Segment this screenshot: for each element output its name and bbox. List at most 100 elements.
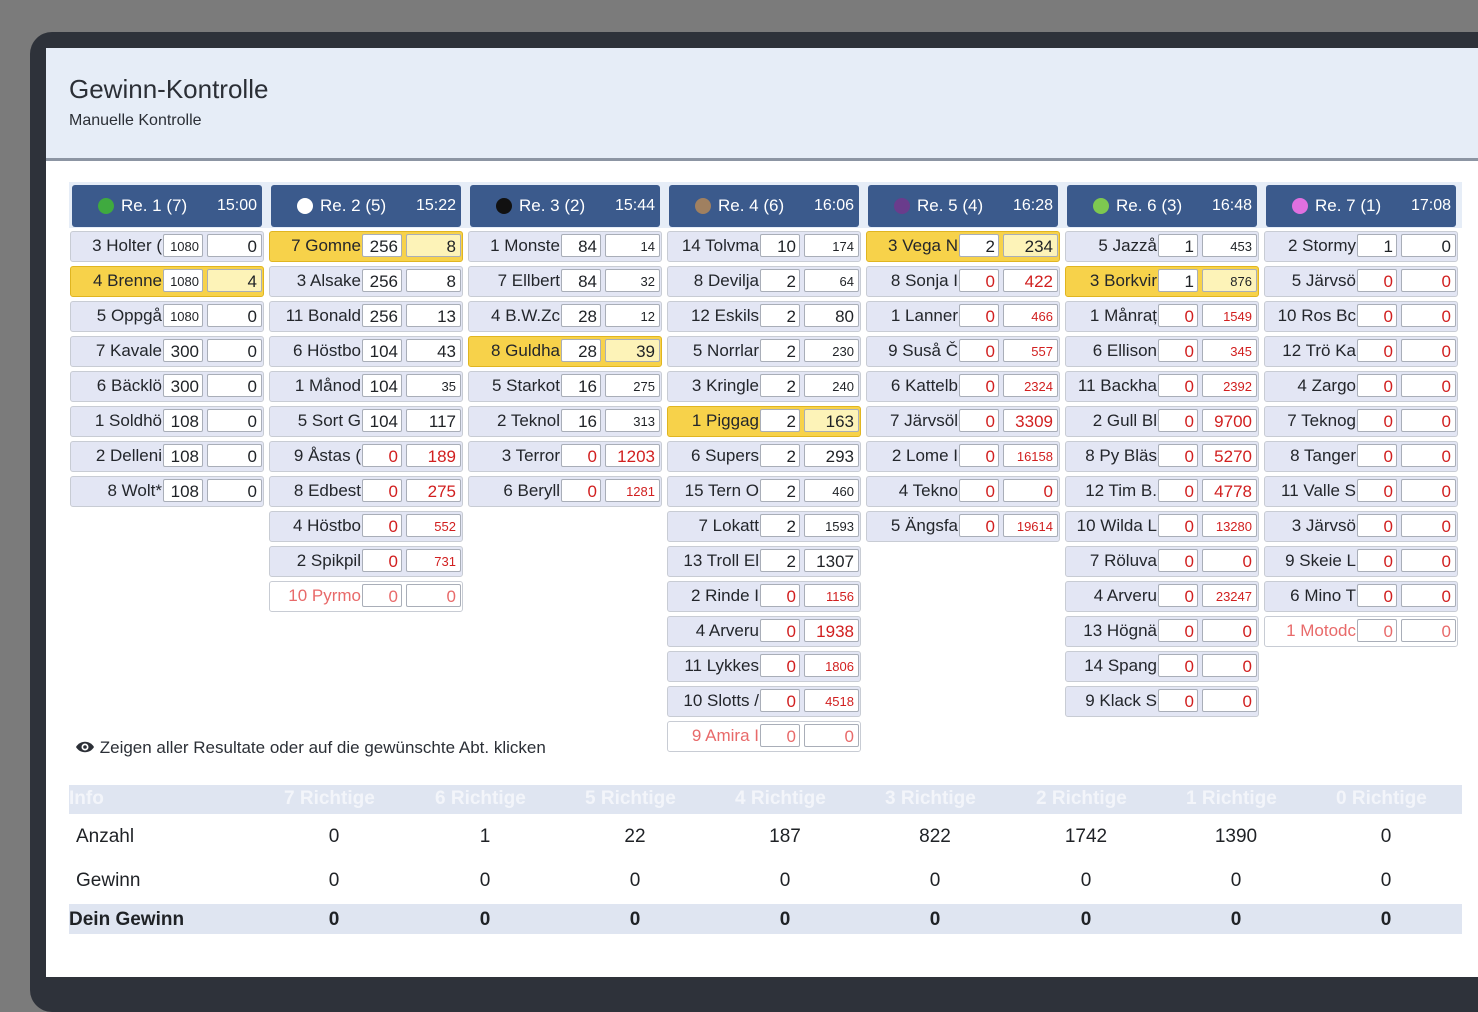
- horse-row[interactable]: 1 Piggag 2 163: [667, 406, 861, 437]
- horse-row[interactable]: 4 Brenne 1080 4: [70, 266, 264, 297]
- horse-row[interactable]: 8 Devilja 2 64: [667, 266, 861, 297]
- horse-row[interactable]: 4 Arveru 0 1938: [667, 616, 861, 647]
- horse-row[interactable]: 2 Gull Bl 0 9700: [1065, 406, 1259, 437]
- horse-row[interactable]: 12 Eskils 2 80: [667, 301, 861, 332]
- race-header-2[interactable]: Re. 2 (5) 15:22: [271, 185, 461, 227]
- horse-row[interactable]: 1 Monste 84 14: [468, 231, 662, 262]
- info-hint[interactable]: Zeigen aller Resultate oder auf die gewü…: [75, 738, 546, 758]
- horse-row[interactable]: 4 Zargo 0 0: [1264, 371, 1458, 402]
- horse-row[interactable]: 6 Kattelb 0 2324: [866, 371, 1060, 402]
- horse-value: 1: [1158, 234, 1198, 257]
- horse-percent: 1307: [804, 549, 859, 572]
- horse-row[interactable]: 8 Tanger 0 0: [1264, 441, 1458, 472]
- horse-value: 16: [561, 409, 601, 432]
- horse-row[interactable]: 13 Troll El 2 1307: [667, 546, 861, 577]
- horse-row[interactable]: 11 Lykkes 0 1806: [667, 651, 861, 682]
- horse-row[interactable]: 3 Terror 0 1203: [468, 441, 662, 472]
- horse-value: 2: [959, 234, 999, 257]
- horse-row[interactable]: 11 Backha 0 2392: [1065, 371, 1259, 402]
- horse-row[interactable]: 14 Spang 0 0: [1065, 651, 1259, 682]
- horse-value: 0: [1158, 654, 1198, 677]
- horse-row[interactable]: 1 Motodc 0 0: [1264, 616, 1458, 647]
- horse-name: 3 Alsake: [296, 271, 361, 290]
- horse-row[interactable]: 5 Starkot 16 275: [468, 371, 662, 402]
- horse-row[interactable]: 3 Borkvir 1 876: [1065, 266, 1259, 297]
- horse-row[interactable]: 3 Holter (1080 0: [70, 231, 264, 262]
- horse-row[interactable]: 8 Py Bläs 0 5270: [1065, 441, 1259, 472]
- horse-row[interactable]: 4 Höstbo 0 552: [269, 511, 463, 542]
- race-header-6[interactable]: Re. 6 (3) 16:48: [1067, 185, 1257, 227]
- horse-row[interactable]: 7 Lokatt 2 1593: [667, 511, 861, 542]
- horse-row[interactable]: 1 Månraț 0 1549: [1065, 301, 1259, 332]
- horse-row[interactable]: 1 Soldhö 108 0: [70, 406, 264, 437]
- horse-row[interactable]: 8 Edbest 0 275: [269, 476, 463, 507]
- horse-row[interactable]: 2 Delleni 108 0: [70, 441, 264, 472]
- horse-row[interactable]: 7 Kavale 300 0: [70, 336, 264, 367]
- horse-name: 14 Spang: [1084, 656, 1157, 675]
- horse-row[interactable]: 6 Beryll 0 1281: [468, 476, 662, 507]
- horse-row[interactable]: 1 Månod 104 35: [269, 371, 463, 402]
- race-time: 15:44: [614, 197, 655, 214]
- horse-row[interactable]: 6 Ellison 0 345: [1065, 336, 1259, 367]
- race-header-5[interactable]: Re. 5 (4) 16:28: [868, 185, 1058, 227]
- horse-row[interactable]: 4 Arveru 0 23247: [1065, 581, 1259, 612]
- horse-row[interactable]: 12 Tim B. 0 4778: [1065, 476, 1259, 507]
- horse-row[interactable]: 2 Spikpil 0 731: [269, 546, 463, 577]
- horse-row[interactable]: 3 Järvsö 0 0: [1264, 511, 1458, 542]
- horse-row[interactable]: 7 Järvsöl 0 3309: [866, 406, 1060, 437]
- horse-row[interactable]: 3 Alsake 256 8: [269, 266, 463, 297]
- horse-value: 2: [760, 304, 800, 327]
- horse-row[interactable]: 9 Åstas (0 189: [269, 441, 463, 472]
- horse-row[interactable]: 14 Tolvma 10 174: [667, 231, 861, 262]
- horse-row[interactable]: 3 Vega N 2 234: [866, 231, 1060, 262]
- horse-row[interactable]: 2 Teknol 16 313: [468, 406, 662, 437]
- horse-row[interactable]: 7 Ellbert 84 32: [468, 266, 662, 297]
- horse-row[interactable]: 15 Tern O 2 460: [667, 476, 861, 507]
- horse-row[interactable]: 2 Lome I 0 16158: [866, 441, 1060, 472]
- horse-percent: 35: [406, 374, 461, 397]
- horse-row[interactable]: 5 Oppgå 1080 0: [70, 301, 264, 332]
- horse-row[interactable]: 8 Guldha 28 39: [468, 336, 662, 367]
- horse-row[interactable]: 7 Röluva 0 0: [1065, 546, 1259, 577]
- horse-row[interactable]: 8 Wolt* 108 0: [70, 476, 264, 507]
- horse-row[interactable]: 4 B.W.Zc 28 12: [468, 301, 662, 332]
- horse-row[interactable]: 5 Sort G 104 117: [269, 406, 463, 437]
- horse-row[interactable]: 10 Wilda L 0 13280: [1065, 511, 1259, 542]
- horse-row[interactable]: 5 Jazzå 1 453: [1065, 231, 1259, 262]
- horse-percent: 64: [804, 269, 859, 292]
- horse-row[interactable]: 2 Stormy 1 0: [1264, 231, 1458, 262]
- horse-row[interactable]: 3 Kringle 2 240: [667, 371, 861, 402]
- horse-percent: 174: [804, 234, 859, 257]
- horse-row[interactable]: 1 Lanner 0 466: [866, 301, 1060, 332]
- horse-row[interactable]: 10 Ros Bc 0 0: [1264, 301, 1458, 332]
- horse-row[interactable]: 10 Pyrmo 0 0: [269, 581, 463, 612]
- horse-row[interactable]: 5 Ängsfa 0 19614: [866, 511, 1060, 542]
- horse-row[interactable]: 7 Teknog 0 0: [1264, 406, 1458, 437]
- horse-row[interactable]: 5 Norrlar 2 230: [667, 336, 861, 367]
- horse-name: 10 Slotts /: [683, 691, 759, 710]
- horse-value: 0: [1158, 479, 1198, 502]
- horse-row[interactable]: 6 Bäcklö 300 0: [70, 371, 264, 402]
- horse-row[interactable]: 8 Sonja I 0 422: [866, 266, 1060, 297]
- race-header-1[interactable]: Re. 1 (7) 15:00: [72, 185, 262, 227]
- horse-row[interactable]: 12 Trö Ka 0 0: [1264, 336, 1458, 367]
- horse-row[interactable]: 11 Bonald 256 13: [269, 301, 463, 332]
- horse-row[interactable]: 6 Höstbo 104 43: [269, 336, 463, 367]
- horse-percent: 1806: [804, 654, 859, 677]
- race-header-3[interactable]: Re. 3 (2) 15:44: [470, 185, 660, 227]
- horse-row[interactable]: 4 Tekno 0 0: [866, 476, 1060, 507]
- horse-row[interactable]: 2 Rinde I 0 1156: [667, 581, 861, 612]
- horse-row[interactable]: 7 Gomne 256 8: [269, 231, 463, 262]
- horse-row[interactable]: 10 Slotts /0 4518: [667, 686, 861, 717]
- horse-row[interactable]: 13 Högnä 0 0: [1065, 616, 1259, 647]
- race-header-4[interactable]: Re. 4 (6) 16:06: [669, 185, 859, 227]
- horse-row[interactable]: 6 Supers 2 293: [667, 441, 861, 472]
- horse-row[interactable]: 9 Suså Č 0 557: [866, 336, 1060, 367]
- horse-row[interactable]: 5 Järvsö 0 0: [1264, 266, 1458, 297]
- race-header-7[interactable]: Re. 7 (1) 17:08: [1266, 185, 1456, 227]
